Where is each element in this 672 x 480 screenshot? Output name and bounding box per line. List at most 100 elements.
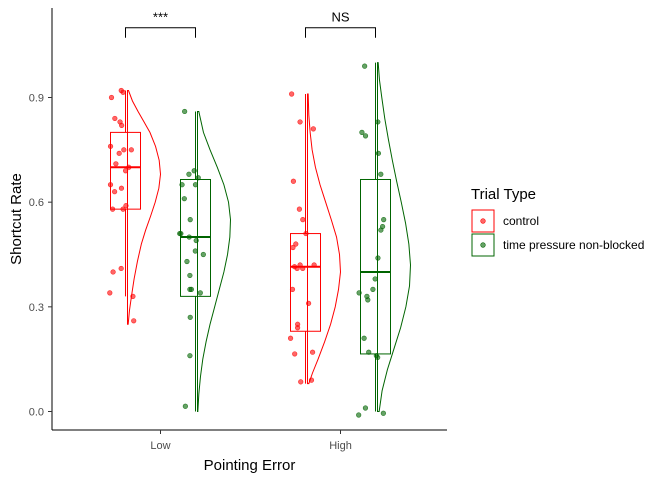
series-1 <box>177 62 412 418</box>
data-point <box>184 258 190 265</box>
data-point <box>187 286 193 292</box>
data-point <box>116 150 122 156</box>
data-point <box>193 237 199 244</box>
data-point <box>356 412 362 418</box>
legend: Trial Type control time pressure non-bloc… <box>471 186 644 257</box>
data-point <box>200 251 206 258</box>
data-point <box>362 133 369 139</box>
data-point <box>130 293 136 299</box>
density-curve <box>307 93 342 385</box>
y-axis-title: Shortcut Rate <box>8 173 25 265</box>
data-point <box>195 175 201 181</box>
data-point <box>187 272 193 279</box>
data-point <box>311 262 317 268</box>
data-point <box>378 171 384 177</box>
data-point <box>113 161 119 167</box>
data-point <box>123 203 129 209</box>
data-point <box>287 335 294 341</box>
data-point <box>181 196 187 202</box>
data-point <box>297 119 303 125</box>
data-point <box>375 119 381 125</box>
data-point <box>187 217 193 223</box>
y-axis: 0.0 0.3 0.6 0.9 <box>29 8 53 430</box>
legend-entry: time pressure non-blocked <box>471 233 644 257</box>
legend-title: Trial Type <box>471 186 536 203</box>
data-point <box>300 265 306 272</box>
data-point <box>381 217 387 223</box>
data-point <box>366 349 372 355</box>
data-point <box>356 290 362 296</box>
data-point <box>361 335 367 341</box>
data-point <box>362 405 369 411</box>
legend-label: control <box>503 214 539 228</box>
data-point <box>290 244 296 251</box>
legend-key <box>471 233 495 257</box>
significance-label: NS <box>331 10 349 25</box>
data-point <box>365 297 371 303</box>
data-point <box>294 265 300 272</box>
y-tick-label: 0.9 <box>29 93 44 105</box>
data-point <box>359 129 365 135</box>
data-point <box>191 168 197 174</box>
data-point <box>192 248 198 254</box>
x-axis: Low High <box>52 429 447 452</box>
data-point <box>372 276 378 282</box>
data-point <box>295 325 301 331</box>
data-point <box>122 168 129 174</box>
data-point <box>197 290 203 296</box>
data-point <box>309 349 316 355</box>
data-point <box>112 115 118 122</box>
data-point <box>192 182 199 188</box>
data-point <box>177 230 183 237</box>
box <box>360 178 391 355</box>
data-point <box>182 403 188 409</box>
data-point <box>305 300 312 306</box>
data-point <box>290 178 297 184</box>
data-point <box>118 265 124 272</box>
density-curve <box>377 62 412 412</box>
data-point <box>289 91 295 97</box>
legend-key-point <box>480 242 486 248</box>
data-point <box>308 377 315 383</box>
plot-panel: *** NS <box>107 10 412 418</box>
data-point <box>121 147 127 153</box>
data-point <box>380 410 386 416</box>
data-point <box>378 227 384 233</box>
data-point <box>292 351 298 357</box>
significance-bracket: NS <box>305 10 376 38</box>
data-point <box>120 206 126 212</box>
series-0 <box>107 87 342 385</box>
data-point <box>126 164 132 170</box>
data-point <box>186 234 192 240</box>
data-point <box>310 126 316 132</box>
significance-bracket: *** <box>125 10 196 38</box>
data-point <box>108 94 115 101</box>
data-point <box>182 108 188 115</box>
data-point <box>179 182 185 188</box>
data-point <box>110 269 116 275</box>
y-tick-label: 0.3 <box>29 302 44 314</box>
legend-label: time pressure non-blocked <box>503 238 644 252</box>
data-point <box>370 286 376 292</box>
data-point <box>187 353 193 359</box>
data-point <box>186 171 192 177</box>
data-point <box>120 89 126 95</box>
data-point <box>375 150 382 156</box>
significance-label: *** <box>153 10 168 25</box>
data-point <box>297 262 303 268</box>
data-point <box>107 290 113 296</box>
x-tick-label: High <box>329 440 352 452</box>
data-point <box>112 189 118 195</box>
data-point <box>296 206 303 212</box>
legend-entry: control <box>471 209 539 233</box>
legend-key-point <box>480 218 486 224</box>
x-axis-title: Pointing Error <box>204 457 296 474</box>
data-point <box>128 147 134 153</box>
data-point <box>107 143 114 149</box>
density-curve <box>197 110 232 412</box>
x-tick-label: Low <box>150 440 170 452</box>
data-point <box>187 314 193 320</box>
data-point <box>362 63 368 69</box>
data-point <box>118 185 125 191</box>
